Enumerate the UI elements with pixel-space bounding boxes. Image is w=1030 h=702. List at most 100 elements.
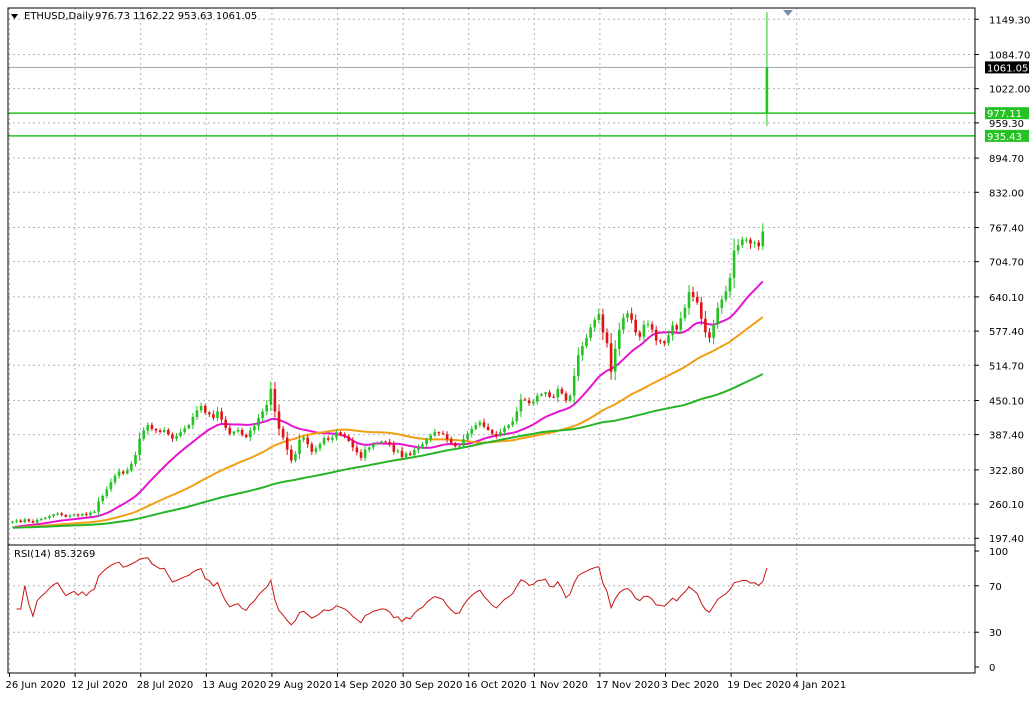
candle-body	[323, 438, 326, 444]
price-tick-label: 1084.70	[989, 51, 1030, 62]
rsi-tick-label: 70	[989, 582, 1002, 593]
candle-body	[368, 447, 371, 449]
candle-body	[634, 320, 637, 333]
candle-body	[69, 516, 72, 517]
candle-body	[224, 420, 227, 428]
candle-body	[319, 444, 322, 448]
candle-body	[729, 278, 732, 292]
price-tag-label: 935.43	[987, 132, 1022, 143]
candle-body	[360, 452, 363, 457]
candle-body	[393, 445, 396, 452]
time-tick-label: 3 Dec 2020	[662, 680, 720, 691]
candle-body	[507, 425, 510, 428]
candle-body	[114, 476, 117, 483]
candle-body	[134, 455, 137, 464]
candle-body	[552, 397, 555, 398]
candle-body	[81, 514, 84, 516]
candle-body	[401, 451, 404, 458]
candle-body	[298, 440, 301, 454]
candle-body	[495, 434, 498, 436]
candle-body	[454, 443, 457, 446]
price-tick-label: 322.80	[989, 466, 1024, 477]
candle-body	[60, 513, 63, 515]
candle-body	[159, 431, 162, 433]
candle-body	[569, 396, 572, 401]
candle-body	[766, 67, 769, 113]
rsi-tick-label: 100	[989, 547, 1008, 558]
rsi-tick-label: 0	[989, 663, 995, 674]
candle-body	[536, 396, 539, 402]
candle-body	[524, 399, 527, 400]
candle-body	[11, 522, 14, 523]
candle-body	[434, 432, 437, 435]
candle-body	[15, 520, 18, 521]
candle-body	[97, 501, 100, 511]
candle-body	[421, 444, 424, 446]
candle-body	[762, 232, 765, 247]
candle-body	[253, 426, 256, 430]
candle-body	[622, 318, 625, 330]
candle-body	[684, 308, 687, 318]
candle-body	[647, 324, 650, 325]
candle-body	[745, 240, 748, 241]
price-tick-label: 894.70	[989, 154, 1024, 165]
candle-body	[675, 325, 678, 329]
candle-body	[725, 291, 728, 299]
candle-body	[712, 324, 715, 338]
price-tick-label: 260.10	[989, 500, 1024, 511]
candle-body	[331, 438, 334, 440]
candle-body	[339, 432, 342, 434]
price-tick-label: 959.30	[989, 119, 1024, 130]
candle-body	[19, 520, 22, 522]
candle-body	[356, 447, 359, 452]
candle-body	[315, 449, 318, 452]
candle-body	[188, 425, 191, 428]
candle-body	[347, 437, 350, 441]
candle-body	[376, 443, 379, 444]
price-tick-label: 704.70	[989, 258, 1024, 269]
candle-body	[352, 441, 355, 448]
candle-body	[212, 414, 215, 418]
candle-body	[442, 433, 445, 434]
candle-body	[680, 318, 683, 329]
candle-body	[388, 442, 391, 445]
candle-body	[52, 514, 55, 516]
candle-body	[384, 441, 387, 442]
candle-body	[708, 332, 711, 337]
candle-body	[302, 438, 305, 440]
symbol-label: ETHUSD,Daily	[24, 11, 94, 22]
candle-body	[446, 434, 449, 439]
candle-body	[716, 308, 719, 324]
candle-body	[278, 411, 281, 428]
candle-body	[85, 514, 88, 515]
candle-body	[142, 431, 145, 439]
candle-body	[663, 341, 666, 343]
candle-body	[126, 470, 129, 473]
candle-body	[462, 439, 465, 446]
candle-body	[179, 432, 182, 436]
candle-body	[749, 240, 752, 244]
candle-body	[270, 389, 273, 405]
candle-body	[450, 439, 453, 443]
candle-body	[192, 417, 195, 425]
candle-body	[167, 430, 170, 434]
candle-body	[741, 240, 744, 245]
candle-body	[130, 464, 133, 471]
time-tick-label: 30 Sep 2020	[399, 680, 462, 691]
time-tick-label: 17 Nov 2020	[596, 680, 660, 691]
rsi-tick-label: 30	[989, 628, 1002, 639]
candle-body	[491, 430, 494, 434]
candle-body	[643, 325, 646, 337]
time-tick-label: 29 Aug 2020	[268, 680, 332, 691]
candle-body	[138, 439, 141, 455]
candle-body	[24, 519, 27, 522]
candle-body	[413, 450, 416, 455]
candle-body	[409, 453, 412, 455]
candle-body	[475, 425, 478, 429]
candle-body	[56, 513, 59, 514]
candle-body	[171, 434, 174, 438]
price-tick-label: 197.40	[989, 534, 1024, 545]
